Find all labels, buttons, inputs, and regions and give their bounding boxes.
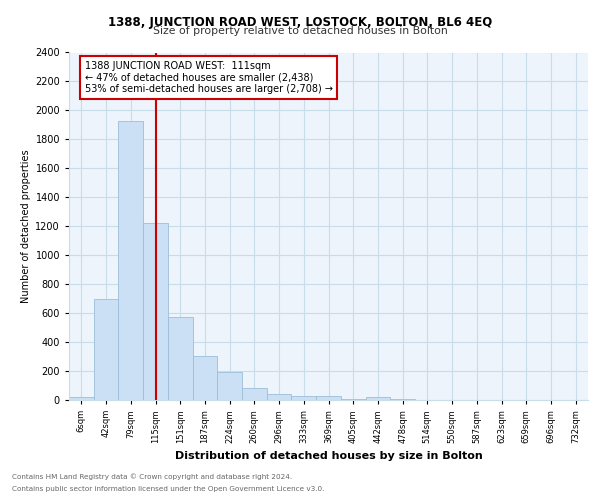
Y-axis label: Number of detached properties: Number of detached properties [21, 150, 31, 303]
Bar [365, 397, 390, 400]
Bar [242, 388, 267, 400]
Bar [94, 298, 118, 400]
Bar [267, 394, 292, 400]
Bar [168, 316, 193, 400]
Bar [292, 396, 316, 400]
Text: Contains public sector information licensed under the Open Government Licence v3: Contains public sector information licen… [12, 486, 325, 492]
Text: Size of property relative to detached houses in Bolton: Size of property relative to detached ho… [152, 26, 448, 36]
Text: 1388, JUNCTION ROAD WEST, LOSTOCK, BOLTON, BL6 4EQ: 1388, JUNCTION ROAD WEST, LOSTOCK, BOLTO… [108, 16, 492, 29]
Bar [118, 120, 143, 400]
Bar [316, 396, 341, 400]
Bar [69, 397, 94, 400]
Bar [143, 224, 168, 400]
X-axis label: Distribution of detached houses by size in Bolton: Distribution of detached houses by size … [175, 452, 482, 462]
Bar [193, 356, 217, 400]
Text: 1388 JUNCTION ROAD WEST:  111sqm
← 47% of detached houses are smaller (2,438)
53: 1388 JUNCTION ROAD WEST: 111sqm ← 47% of… [85, 61, 332, 94]
Text: Contains HM Land Registry data © Crown copyright and database right 2024.: Contains HM Land Registry data © Crown c… [12, 474, 292, 480]
Bar [217, 372, 242, 400]
